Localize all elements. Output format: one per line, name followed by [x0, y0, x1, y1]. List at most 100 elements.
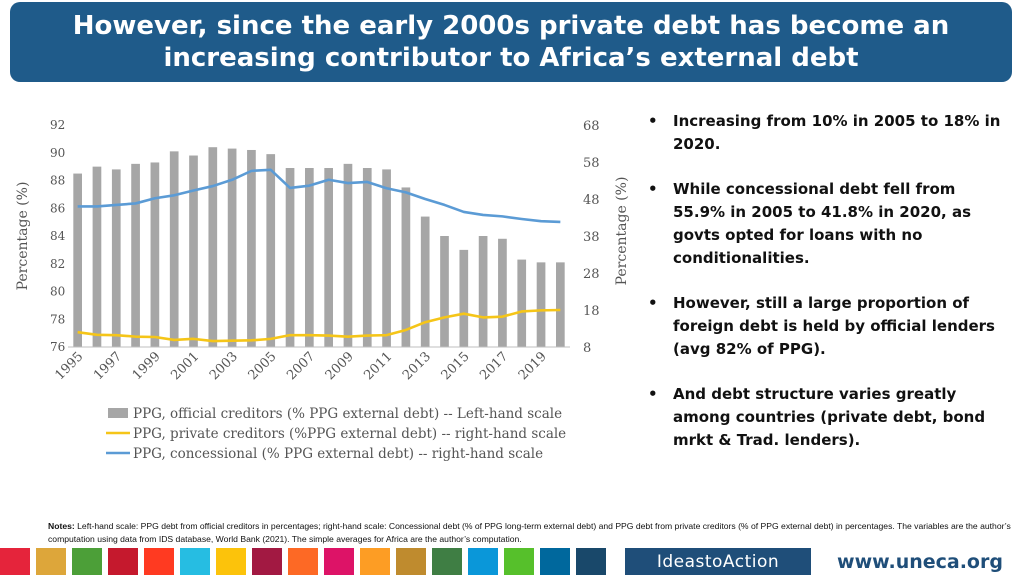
y-left-tick-label: 80 — [50, 285, 65, 299]
bar — [208, 147, 218, 347]
title-banner: However, since the early 2000s private d… — [10, 2, 1012, 82]
y-right-tick-label: 38 — [583, 230, 600, 245]
y-right-tick-label: 8 — [583, 341, 591, 356]
bar — [420, 216, 430, 347]
bullet-dot-icon: • — [648, 385, 658, 403]
bullet-text: However, still a large proportion of for… — [673, 294, 995, 358]
series-line — [77, 308, 561, 343]
y-left-tick-label: 88 — [50, 174, 65, 188]
bullet-item: • Increasing from 10% in 2005 to 18% in 2… — [648, 110, 1008, 156]
x-tick-label: 2005 — [246, 349, 280, 383]
website-url: www.uneca.org — [837, 550, 1003, 573]
bar — [401, 187, 411, 347]
bullet-list: • Increasing from 10% in 2005 to 18% in 2… — [648, 110, 1008, 474]
y-left-tick-label: 76 — [50, 340, 65, 354]
y-left-axis-label: Percentage (%) — [15, 182, 31, 291]
legend-label: PPG, official creditors (% PPG external … — [133, 406, 562, 422]
bar — [189, 155, 198, 347]
footer: IdeastoAction www.uneca.org — [0, 548, 1024, 575]
sdg-tile — [216, 548, 246, 575]
sdg-tile — [252, 548, 282, 575]
bullet-dot-icon: • — [648, 294, 658, 312]
y-left-tick-label: 78 — [50, 312, 65, 326]
bar — [536, 262, 546, 347]
title-line-2: increasing contributor to Africa’s exter… — [163, 43, 859, 73]
x-tick-label: 2009 — [323, 349, 357, 383]
sdg-tile — [360, 548, 390, 575]
sdg-tile — [576, 548, 606, 575]
x-tick-label: 2001 — [168, 349, 202, 383]
bar — [92, 166, 102, 347]
sdg-tile — [0, 548, 30, 575]
sdg-tile — [108, 548, 138, 575]
sdg-tile — [180, 548, 210, 575]
y-right-axis-label: Percentage (%) — [614, 177, 630, 286]
sdg-tile — [468, 548, 498, 575]
sdg-tile — [432, 548, 462, 575]
legend-label: PPG, concessional (% PPG external debt) … — [133, 446, 543, 462]
sdg-tile — [396, 548, 426, 575]
bar — [111, 169, 121, 347]
title-line-1: However, since the early 2000s private d… — [72, 11, 950, 41]
x-tick-label: 2003 — [207, 349, 241, 383]
series-line — [77, 168, 561, 224]
y-left-tick-label: 92 — [50, 118, 65, 132]
bar — [150, 162, 160, 347]
x-tick-label: 2017 — [477, 349, 511, 383]
y-right-tick-label: 28 — [583, 267, 600, 282]
bar — [556, 262, 565, 347]
sdg-tile — [324, 548, 354, 575]
legend-swatch — [108, 408, 128, 418]
ideas-to-action-logo: IdeastoAction — [625, 548, 811, 575]
brand-text: IdeastoAction — [656, 551, 780, 572]
bullet-dot-icon: • — [648, 112, 658, 130]
bullet-text: Increasing from 10% in 2005 to 18% in 20… — [673, 112, 1001, 153]
bar — [169, 151, 179, 347]
x-tick-label: 2015 — [439, 349, 473, 383]
y-right-tick-label: 48 — [583, 193, 600, 208]
notes-text: Left-hand scale: PPG debt from official … — [48, 521, 1011, 544]
bar — [73, 173, 82, 347]
bar — [131, 163, 140, 347]
bar — [247, 149, 256, 347]
notes-label: Notes: — [48, 521, 75, 531]
bullet-text: And debt structure varies greatly among … — [673, 385, 986, 449]
bar — [478, 236, 488, 347]
x-tick-label: 1995 — [52, 349, 86, 383]
bar — [498, 238, 507, 347]
x-tick-label: 1997 — [91, 349, 125, 383]
sdg-tile — [72, 548, 102, 575]
bar — [324, 168, 333, 347]
notes: Notes: Left-hand scale: PPG debt from of… — [48, 520, 1014, 546]
bar — [343, 163, 353, 347]
y-right-tick-label: 68 — [583, 119, 600, 134]
x-tick-label: 2011 — [361, 349, 395, 383]
sdg-tile — [36, 548, 66, 575]
bullet-item: • While concessional debt fell from 55.9%… — [648, 178, 1008, 270]
legend-label: PPG, private creditors (%PPG external de… — [133, 426, 566, 442]
bar — [459, 249, 469, 347]
x-tick-label: 2013 — [400, 349, 434, 383]
bar — [517, 259, 527, 347]
y-right-tick-label: 18 — [583, 304, 600, 319]
bar — [305, 168, 314, 347]
bar — [227, 148, 237, 347]
y-left-tick-label: 86 — [50, 201, 65, 215]
bar — [362, 168, 372, 347]
bar — [440, 236, 449, 347]
y-right-tick-label: 58 — [583, 156, 600, 171]
bar — [266, 154, 276, 347]
x-tick-label: 2019 — [516, 349, 550, 383]
debt-chart: 76 78 80 82 84 86 88 90 92 8 18 28 38 48 58 68 Percentag… — [15, 118, 630, 462]
x-tick-label: 2007 — [284, 349, 318, 383]
y-left-tick-label: 90 — [50, 146, 65, 160]
y-left-tick-label: 82 — [50, 257, 65, 271]
bullet-item: • And debt structure varies greatly among… — [648, 383, 1008, 452]
sdg-tile — [288, 548, 318, 575]
bullet-text: While concessional debt fell from 55.9% … — [673, 180, 971, 267]
sdg-tile — [504, 548, 534, 575]
bullet-item: • However, still a large proportion of fo… — [648, 292, 1008, 361]
bar — [285, 168, 295, 347]
x-tick-label: 1999 — [130, 349, 164, 383]
sdg-tile — [144, 548, 174, 575]
